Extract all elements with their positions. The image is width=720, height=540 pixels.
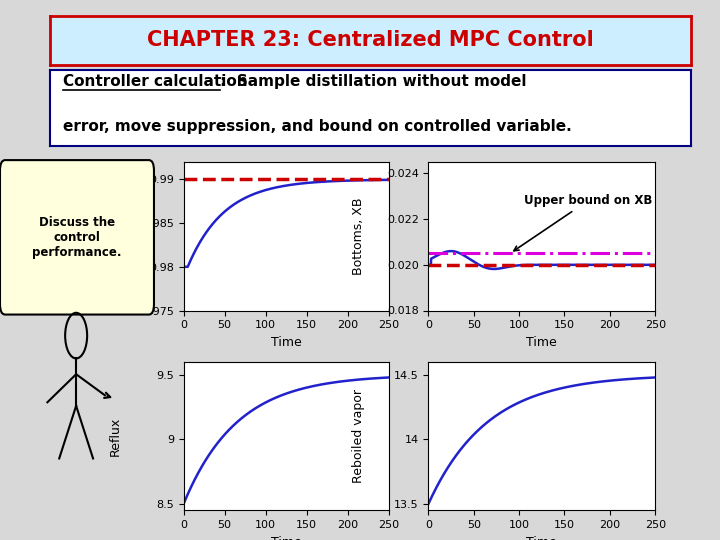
Y-axis label: Bottoms, XB: Bottoms, XB [352,198,365,275]
Text: CHAPTER 23: Centralized MPC Control: CHAPTER 23: Centralized MPC Control [148,30,594,51]
Text: :  Sample distillation without model: : Sample distillation without model [220,74,527,89]
Y-axis label: Reflux: Reflux [109,416,122,456]
X-axis label: Time: Time [271,336,302,349]
X-axis label: Time: Time [526,536,557,540]
Y-axis label: Reboiled vapor: Reboiled vapor [352,389,365,483]
X-axis label: Time: Time [526,336,557,349]
X-axis label: Time: Time [271,536,302,540]
Text: Discuss the
control
performance.: Discuss the control performance. [32,216,122,259]
Text: error, move suppression, and bound on controlled variable.: error, move suppression, and bound on co… [63,119,572,134]
Text: Controller calculation: Controller calculation [63,74,248,89]
FancyBboxPatch shape [0,160,154,314]
Y-axis label: Distillate, XD: Distillate, XD [109,195,122,277]
Text: Upper bound on XB: Upper bound on XB [514,194,652,251]
